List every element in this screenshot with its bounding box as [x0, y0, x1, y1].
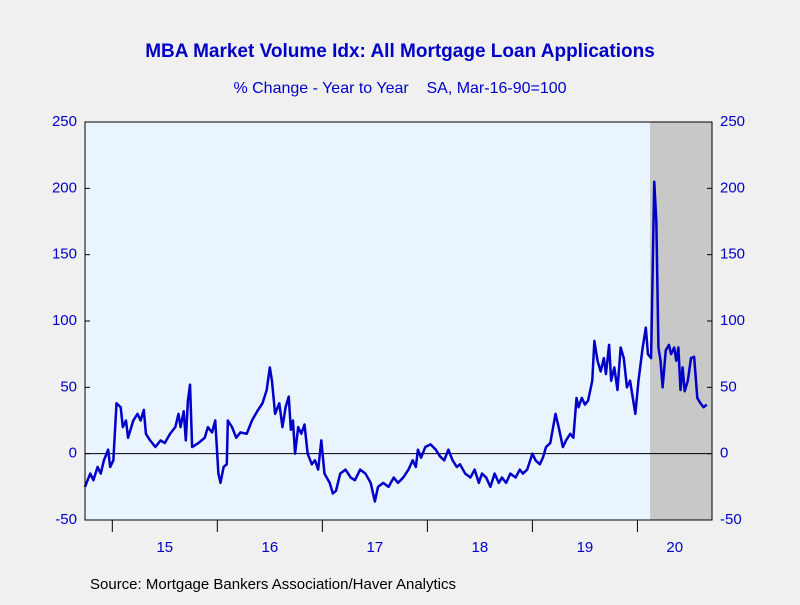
plot-frame — [84, 121, 713, 521]
y-tick-label: -50 — [55, 511, 77, 528]
y2-tick-label: 0 — [720, 445, 728, 462]
x-tick-label: 16 — [262, 539, 279, 556]
y2-tick-label: 150 — [720, 246, 745, 263]
y-tick-label: 50 — [60, 378, 77, 395]
x-tick-label: 18 — [472, 539, 489, 556]
y2-tick-label: 100 — [720, 312, 745, 329]
chart-subtitle: % Change - Year to Year SA, Mar-16-90=10… — [233, 80, 566, 97]
x-tick-label: 15 — [156, 539, 173, 556]
y-tick-label: 0 — [69, 445, 77, 462]
x-tick-label: 19 — [577, 539, 594, 556]
plot-area — [85, 122, 712, 520]
x-tick-label: 20 — [666, 539, 683, 556]
y2-tick-label: 50 — [720, 378, 737, 395]
y2-tick-label: -50 — [720, 511, 742, 528]
recession-shade — [650, 122, 712, 520]
y-tick-label: 150 — [52, 246, 77, 263]
chart-title: MBA Market Volume Idx: All Mortgage Loan… — [145, 41, 655, 62]
x-tick-label: 17 — [367, 539, 384, 556]
y2-tick-label: 250 — [720, 113, 745, 130]
data-line — [83, 180, 708, 503]
y-tick-label: 200 — [52, 179, 77, 196]
y-tick-label: 100 — [52, 312, 77, 329]
source-note: Source: Mortgage Bankers Association/Hav… — [90, 576, 456, 593]
y2-tick-label: 200 — [720, 179, 745, 196]
y-tick-label: 250 — [52, 113, 77, 130]
